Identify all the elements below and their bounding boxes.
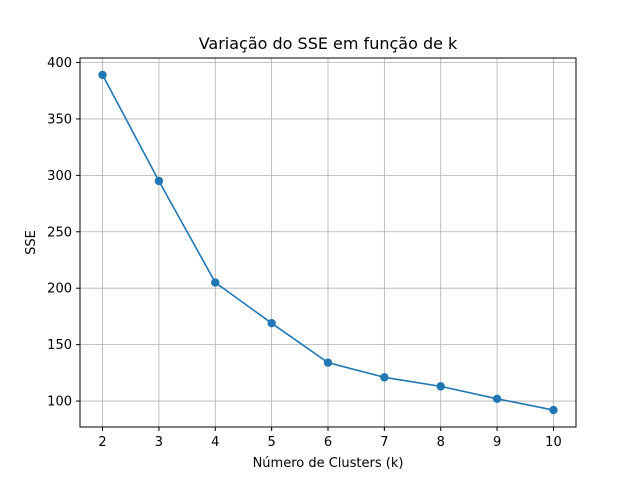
x-tick-label: 9 xyxy=(493,435,501,450)
data-point xyxy=(211,278,220,287)
ticks-layer: 2 3 4 5 6 7 8 9 10 100 150 200 250 300 350 400 xyxy=(47,56,562,450)
data-point xyxy=(380,373,389,382)
y-tick-label: 150 xyxy=(47,338,72,353)
x-tick-label: 10 xyxy=(545,435,562,450)
x-tick-label: 6 xyxy=(324,435,332,450)
x-tick-label: 8 xyxy=(437,435,445,450)
x-tick-label: 3 xyxy=(155,435,163,450)
y-axis-title: SSE xyxy=(24,230,39,255)
data-point xyxy=(267,318,276,328)
chart-title: Variação do SSE em função de k xyxy=(199,34,458,53)
y-tick-label: 100 xyxy=(47,395,72,410)
y-tick-label: 200 xyxy=(47,282,72,297)
data-point xyxy=(549,405,558,415)
x-tick-label: 4 xyxy=(211,435,219,450)
data-point xyxy=(436,382,445,391)
x-tick-label: 2 xyxy=(98,435,106,450)
data-point xyxy=(154,176,164,186)
x-tick-label: 5 xyxy=(267,435,275,450)
y-tick-label: 400 xyxy=(47,56,72,71)
y-tick-label: 250 xyxy=(47,225,72,240)
grid xyxy=(80,58,576,427)
x-tick-label: 7 xyxy=(380,435,388,450)
y-tick-label: 300 xyxy=(47,169,72,184)
data-point xyxy=(323,358,333,367)
x-axis-title: Número de Clusters (k) xyxy=(253,456,404,471)
data-point xyxy=(492,394,502,403)
data-point xyxy=(98,70,107,80)
series-layer xyxy=(98,70,558,415)
y-tick-label: 350 xyxy=(47,112,72,127)
